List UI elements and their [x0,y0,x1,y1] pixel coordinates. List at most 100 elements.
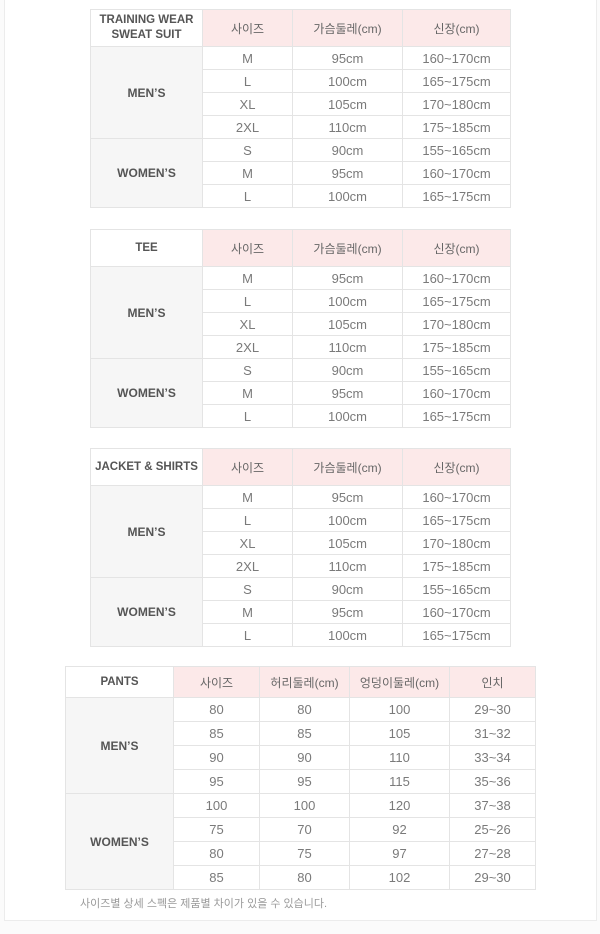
table-row: 2XL 110cm 175~185cm [91,335,511,359]
group-label: MEN’S [90,266,203,359]
table-cell: 105cm [292,531,403,555]
table-title: PANTS [65,666,174,698]
table-row: WOMEN’S S 90cm 155~165cm [90,138,511,208]
group-label: WOMEN’S [90,577,203,647]
table-cell: 165~175cm [402,184,511,208]
table-cell: 33~34 [449,745,536,770]
table-cell: 175~185cm [402,554,511,578]
table-cell: L [202,289,293,313]
table-body: MEN’S M 95cm 160~170cm L 100cm 165~175cm XL 105c… [90,485,511,647]
table-cell: 27~28 [449,841,536,866]
table-row: 85 80 102 29~30 [66,865,536,890]
table-row: M 95cm 160~170cm [91,600,511,624]
table-row: MEN’S M 95cm 160~170cm [90,46,511,139]
column-header: 허리둘레(cm) [259,666,350,698]
table-cell: 90cm [292,577,403,601]
table-cell: 165~175cm [402,289,511,313]
table-cell: 160~170cm [402,485,511,509]
table-cell: L [202,623,293,647]
table-cell: 95cm [292,485,403,509]
table-cell: 120 [349,793,450,818]
table-cell: 100cm [292,69,403,93]
table-row: XL 105cm 170~180cm [91,92,511,116]
table-cell: 2XL [202,335,293,359]
table-cell: M [202,381,293,405]
table-cell: 160~170cm [402,381,511,405]
table-cell: 175~185cm [402,115,511,139]
table-title: TRAINING WEAR SWEAT SUIT [90,9,203,47]
table-cell: 29~30 [449,865,536,890]
table-cell: 170~180cm [402,312,511,336]
column-header: 가슴둘레(cm) [292,229,403,267]
column-header: 신장(cm) [402,9,511,47]
column-header: 인치 [449,666,536,698]
table-row: MEN’S M 95cm 160~170cm [90,266,511,359]
table-cell: 100cm [292,184,403,208]
table-cell: M [202,266,293,290]
table-cell: 95 [173,769,260,794]
table-row: WOMEN’S S 90cm 155~165cm [90,358,511,428]
table-cell: 95cm [292,600,403,624]
table-row: L 100cm 165~175cm [91,289,511,313]
table-cell: 90cm [292,358,403,382]
table-cell: 165~175cm [402,623,511,647]
table-cell: 31~32 [449,721,536,746]
table-cell: M [202,161,293,185]
group-label: WOMEN’S [90,138,203,208]
table-row: L 100cm 165~175cm [91,404,511,428]
table-cell: 100 [173,793,260,818]
table-cell: 80 [259,865,350,890]
table-body: MEN’S M 95cm 160~170cm L 100cm 165~175cm XL 105c… [90,46,511,208]
table-cell: 35~36 [449,769,536,794]
table-cell: 95cm [292,46,403,70]
table-cell: 85 [173,865,260,890]
table-cell: 95 [259,769,350,794]
tables-area: TRAINING WEAR SWEAT SUIT 사이즈 가슴둘레(cm) 신장(cm… [5,9,596,890]
header-row: PANTS 사이즈 허리둘레(cm) 엉덩이둘레(cm) 인치 [65,666,536,698]
table-row: WOMEN’S S 90cm 155~165cm [90,577,511,647]
table-cell: 90 [259,745,350,770]
table-cell: 25~26 [449,817,536,842]
table-cell: 80 [173,841,260,866]
table-cell: 92 [349,817,450,842]
table-cell: 110cm [292,335,403,359]
group-label: WOMEN’S [90,358,203,428]
table-cell: 102 [349,865,450,890]
table-cell: 80 [173,697,260,722]
size-chart-page: TRAINING WEAR SWEAT SUIT 사이즈 가슴둘레(cm) 신장(cm… [4,0,597,921]
table-cell: 100cm [292,508,403,532]
column-header: 사이즈 [202,229,293,267]
column-header: 신장(cm) [402,448,511,486]
table-cell: 85 [173,721,260,746]
group-label: MEN’S [90,46,203,139]
header-row: TRAINING WEAR SWEAT SUIT 사이즈 가슴둘레(cm) 신장(cm… [90,9,511,47]
table-row: XL 105cm 170~180cm [91,312,511,336]
table-head: JACKET & SHIRTS 사이즈 가슴둘레(cm) 신장(cm) [90,448,511,486]
size-table-jacket-shirts: JACKET & SHIRTS 사이즈 가슴둘레(cm) 신장(cm) MEN’S M 95… [90,448,511,647]
table-cell: 100 [259,793,350,818]
table-cell: 160~170cm [402,600,511,624]
size-table-tee: TEE 사이즈 가슴둘레(cm) 신장(cm) MEN’S M 95cm 160~170cm L… [90,229,511,428]
table-head: TRAINING WEAR SWEAT SUIT 사이즈 가슴둘레(cm) 신장(cm… [90,9,511,47]
table-cell: 155~165cm [402,138,511,162]
table-cell: 155~165cm [402,577,511,601]
group-label: MEN’S [65,697,174,794]
table-row: MEN’S M 95cm 160~170cm [90,485,511,578]
table-cell: 110cm [292,115,403,139]
table-cell: 175~185cm [402,335,511,359]
column-header: 가슴둘레(cm) [292,9,403,47]
table-cell: 95cm [292,266,403,290]
table-head: TEE 사이즈 가슴둘레(cm) 신장(cm) [90,229,511,267]
table-cell: L [202,184,293,208]
table-cell: 70 [259,817,350,842]
table-cell: S [202,358,293,382]
table-cell: 170~180cm [402,531,511,555]
table-row: 95 95 115 35~36 [66,769,536,794]
column-header: 사이즈 [173,666,260,698]
table-cell: 110 [349,745,450,770]
table-cell: 29~30 [449,697,536,722]
table-row: 2XL 110cm 175~185cm [91,554,511,578]
table-row: 75 70 92 25~26 [66,817,536,842]
table-row: WOMEN’S 100 100 120 37~38 [65,793,536,890]
table-row: L 100cm 165~175cm [91,69,511,93]
